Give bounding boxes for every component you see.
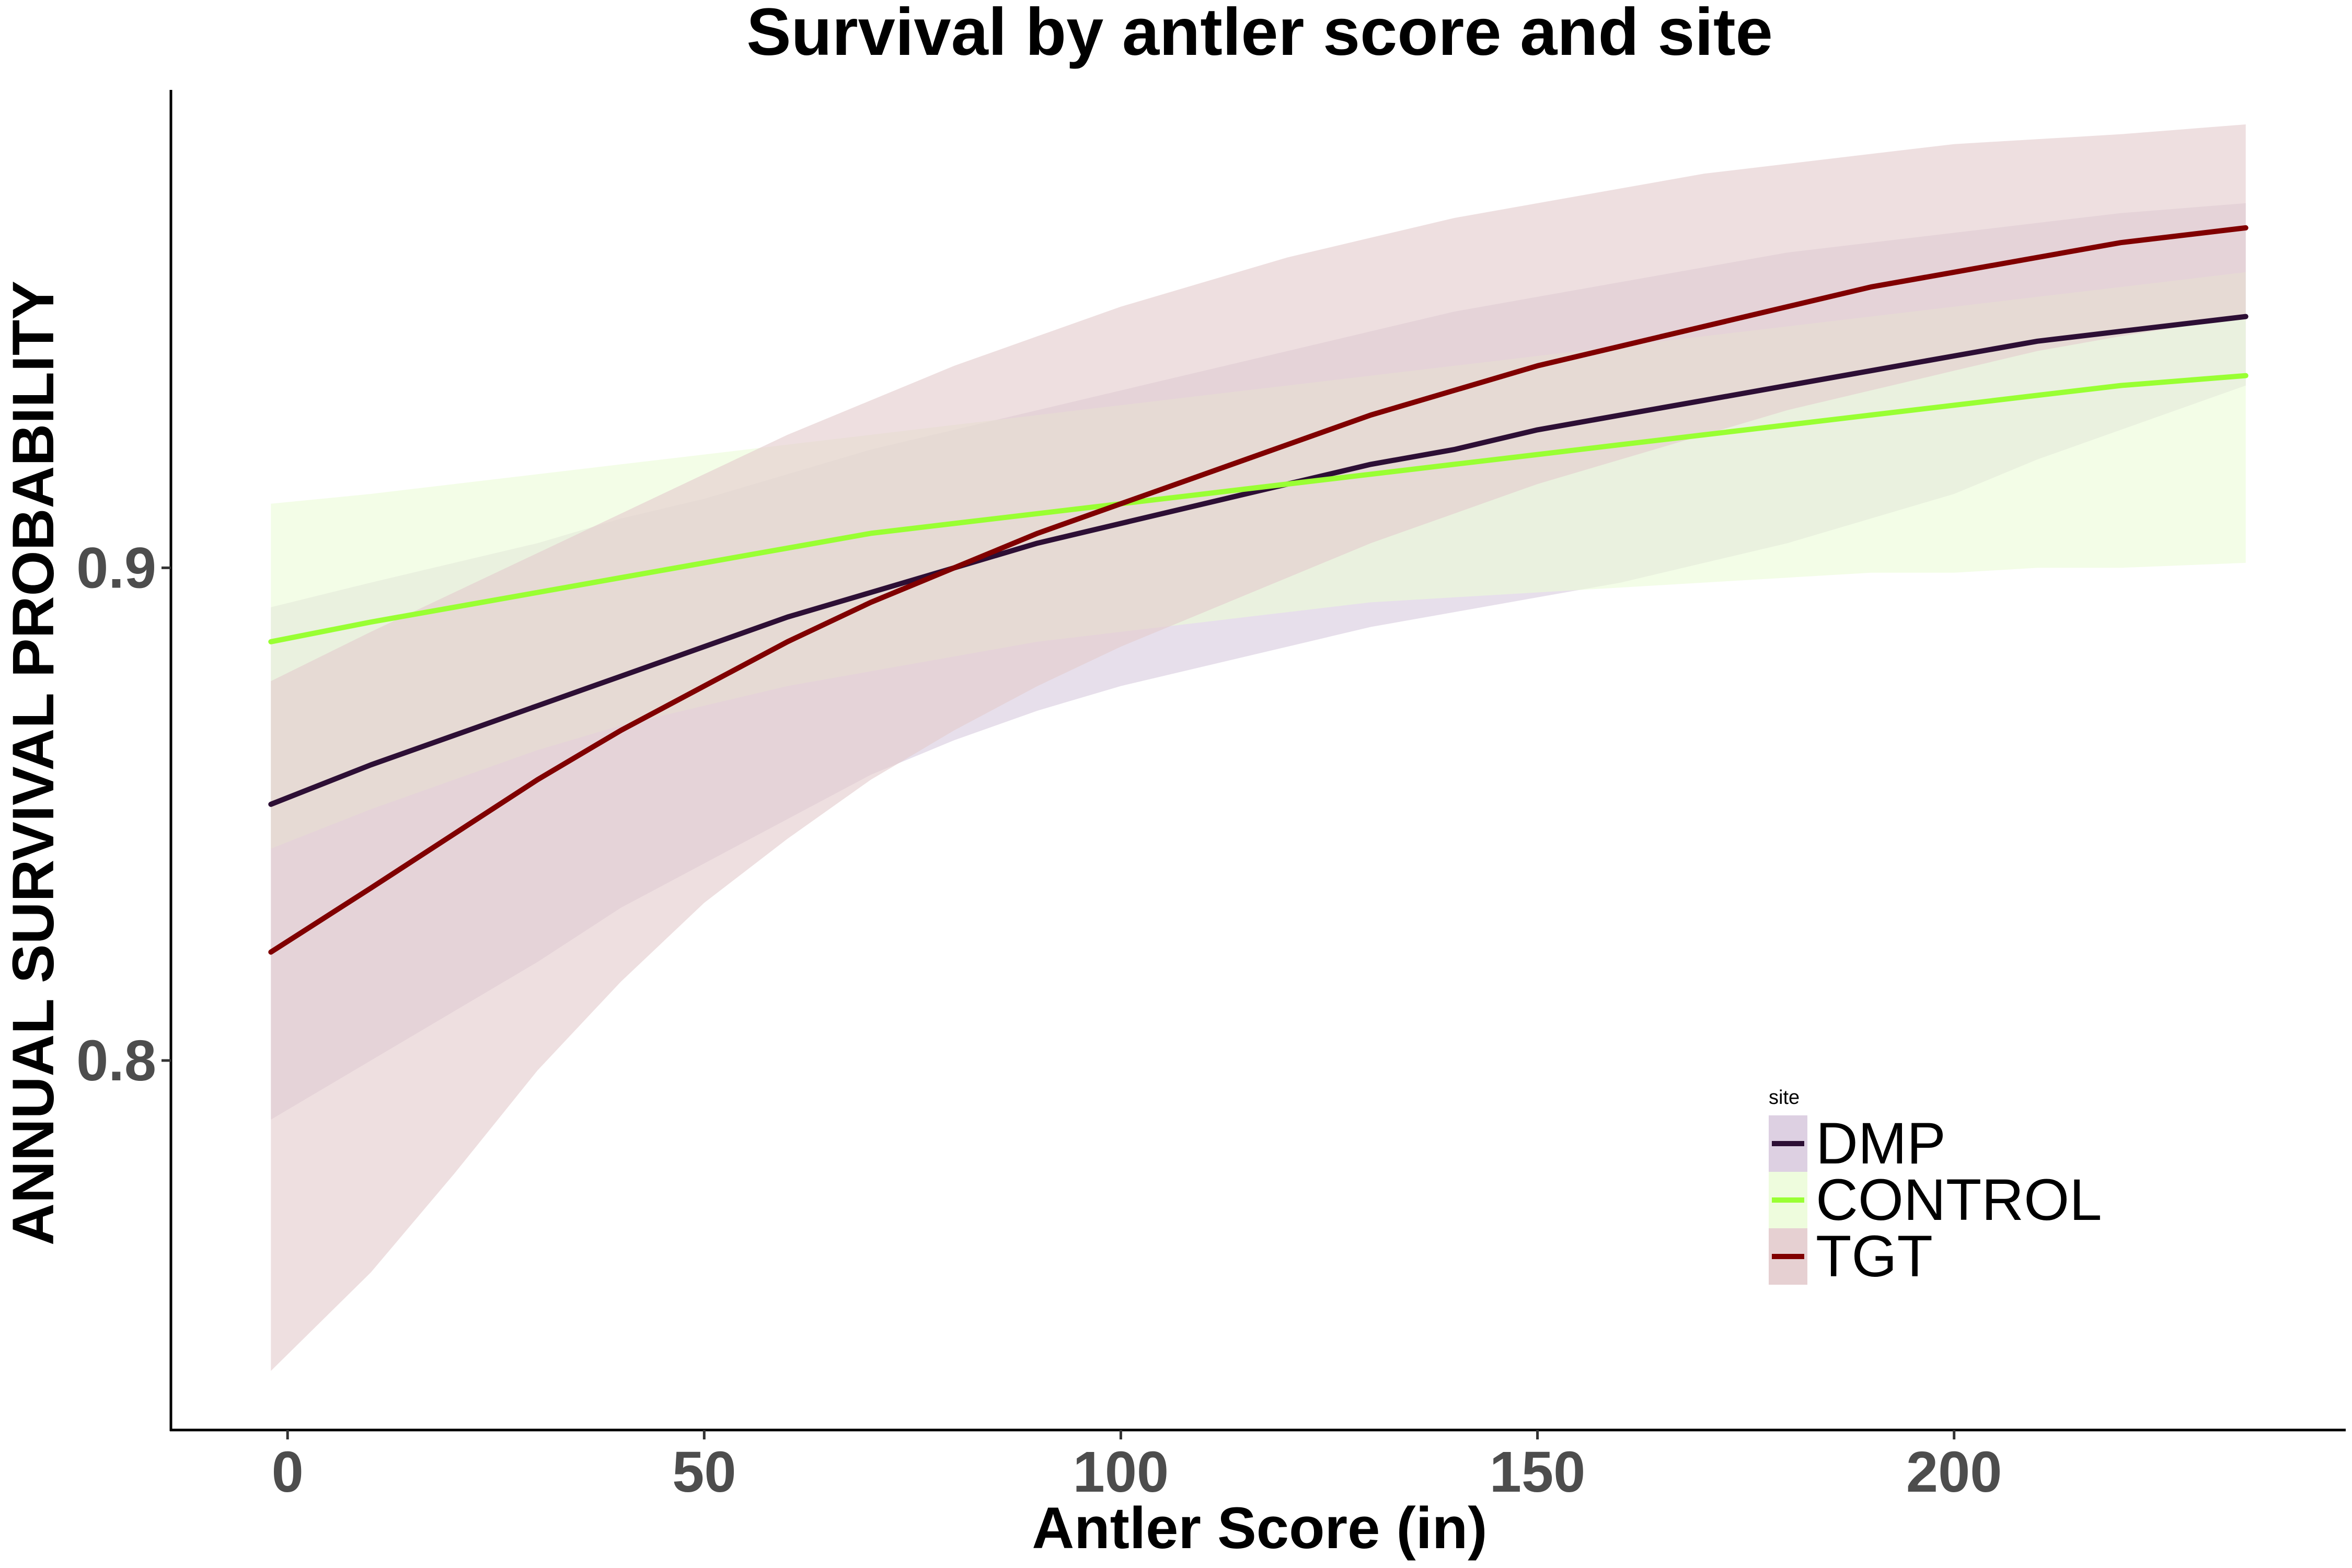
axes xyxy=(169,90,2346,1432)
series-line-control xyxy=(268,373,2249,644)
x-tick-label: 100 xyxy=(1073,1440,1169,1504)
series-line-dmp xyxy=(268,314,2249,807)
legend-label-control: CONTROL xyxy=(1816,1167,2102,1232)
legend-label-dmp: DMP xyxy=(1816,1111,1946,1176)
series-lines xyxy=(268,225,2249,955)
y-tick-label: 0.9 xyxy=(76,536,156,600)
x-tick-label: 0 xyxy=(272,1440,304,1504)
series-line-tgt xyxy=(268,225,2249,955)
x-tick-label: 50 xyxy=(672,1440,736,1504)
y-tick-label: 0.8 xyxy=(76,1029,156,1093)
x-tick-label: 200 xyxy=(1906,1440,2002,1504)
x-axis-title: Antler Score (in) xyxy=(1032,1495,1487,1561)
legend-title: site xyxy=(1769,1087,1800,1109)
axis-ticks: 0 50 100 150 200 0.8 0.9 xyxy=(76,536,2002,1504)
confidence-bands xyxy=(271,124,2246,1371)
confidence-band-tgt xyxy=(271,124,2246,1371)
chart-title: Survival by antler score and site xyxy=(746,0,1773,70)
x-tick-label: 150 xyxy=(1490,1440,1586,1504)
y-axis-title: ANNUAL SURVIVAL PROBABILITY xyxy=(1,281,66,1246)
legend-label-tgt: TGT xyxy=(1816,1224,1933,1289)
